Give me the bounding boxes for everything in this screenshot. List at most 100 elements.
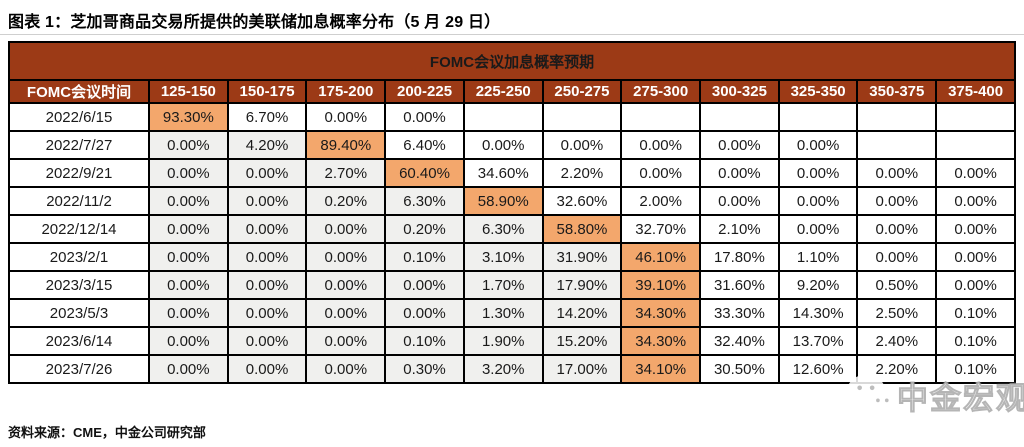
probability-cell: 33.30% bbox=[699, 298, 780, 328]
table-row: 2022/11/2 0.00% 0.00% 0.20% 6.30% 58.90% 32.60… bbox=[8, 186, 1016, 216]
probability-cell: 2.20% bbox=[856, 354, 938, 384]
probability-cell: 34.30% bbox=[620, 326, 702, 356]
probability-cell: 46.10% bbox=[620, 242, 702, 272]
probability-cell: 0.00% bbox=[699, 186, 780, 216]
probability-cell: 0.00% bbox=[148, 298, 229, 328]
probability-cell: 0.00% bbox=[226, 214, 308, 244]
probability-cell: 15.20% bbox=[541, 326, 623, 356]
meeting-date-cell: 2022/11/2 bbox=[8, 186, 150, 216]
probability-cell: 2.10% bbox=[699, 214, 780, 244]
probability-cell: 0.00% bbox=[620, 130, 702, 160]
probability-cell: 0.00% bbox=[935, 158, 1016, 188]
probability-cell: 2.40% bbox=[856, 326, 938, 356]
probability-cell: 34.30% bbox=[620, 298, 702, 328]
probability-cell bbox=[462, 102, 544, 132]
probability-cell: 6.30% bbox=[384, 186, 465, 216]
probability-cell: 60.40% bbox=[384, 158, 465, 188]
probability-cell: 0.00% bbox=[777, 158, 859, 188]
probability-cell: 1.30% bbox=[462, 298, 544, 328]
probability-cell: 17.80% bbox=[699, 242, 780, 272]
probability-cell: 58.80% bbox=[541, 214, 623, 244]
probability-cell: 31.60% bbox=[699, 270, 780, 300]
probability-cell: 0.00% bbox=[935, 270, 1016, 300]
probability-cell: 6.30% bbox=[462, 214, 544, 244]
probability-cell: 0.00% bbox=[305, 102, 387, 132]
probability-table-body: 2022/6/15 93.30% 6.70% 0.00% 0.00% 2022/7/27 0… bbox=[8, 102, 1016, 384]
probability-cell: 14.30% bbox=[777, 298, 859, 328]
probability-cell: 0.20% bbox=[384, 214, 465, 244]
probability-cell: 0.10% bbox=[384, 326, 465, 356]
probability-cell: 2.70% bbox=[305, 158, 387, 188]
meeting-date-cell: 2023/3/15 bbox=[8, 270, 150, 300]
probability-cell: 0.00% bbox=[305, 214, 387, 244]
probability-cell: 0.00% bbox=[935, 242, 1016, 272]
title-divider bbox=[0, 34, 1024, 35]
probability-cell: 1.70% bbox=[462, 270, 544, 300]
probability-cell: 2.00% bbox=[620, 186, 702, 216]
probability-cell: 32.60% bbox=[541, 186, 623, 216]
probability-cell: 0.00% bbox=[148, 270, 229, 300]
probability-cell: 0.00% bbox=[305, 354, 387, 384]
column-header-meeting-date: FOMC会议时间 bbox=[8, 79, 150, 104]
probability-cell: 0.00% bbox=[148, 242, 229, 272]
probability-cell bbox=[935, 130, 1016, 160]
column-header-rate-range: 175-200 bbox=[305, 79, 387, 104]
probability-cell: 34.10% bbox=[620, 354, 702, 384]
meeting-date-cell: 2022/7/27 bbox=[8, 130, 150, 160]
probability-cell: 0.00% bbox=[856, 214, 938, 244]
table-row: 2023/6/14 0.00% 0.00% 0.00% 0.10% 1.90% 15.20%… bbox=[8, 326, 1016, 356]
probability-cell: 0.00% bbox=[226, 242, 308, 272]
probability-cell: 1.10% bbox=[777, 242, 859, 272]
probability-cell: 0.00% bbox=[777, 186, 859, 216]
probability-cell: 0.00% bbox=[148, 354, 229, 384]
probability-cell: 0.00% bbox=[226, 354, 308, 384]
probability-cell: 0.10% bbox=[935, 298, 1016, 328]
probability-cell: 0.10% bbox=[384, 242, 465, 272]
probability-cell: 0.00% bbox=[305, 298, 387, 328]
probability-cell: 0.00% bbox=[148, 130, 229, 160]
probability-cell: 0.00% bbox=[305, 270, 387, 300]
fomc-probability-table: FOMC会议加息概率预期 FOMC会议时间 125-150 150-175 175-2… bbox=[8, 41, 1016, 384]
probability-cell: 0.00% bbox=[541, 130, 623, 160]
meeting-date-cell: 2022/12/14 bbox=[8, 214, 150, 244]
table-row: 2022/12/14 0.00% 0.00% 0.00% 0.20% 6.30% 58.80… bbox=[8, 214, 1016, 244]
column-header-rate-range: 250-275 bbox=[541, 79, 623, 104]
probability-cell: 0.00% bbox=[226, 298, 308, 328]
probability-cell: 0.00% bbox=[226, 270, 308, 300]
probability-cell: 58.90% bbox=[462, 186, 544, 216]
table-row: 2023/7/26 0.00% 0.00% 0.00% 0.30% 3.20% 17.00%… bbox=[8, 354, 1016, 384]
table-row: 2023/3/15 0.00% 0.00% 0.00% 0.00% 1.70% 17.90%… bbox=[8, 270, 1016, 300]
source-note: 资料来源：CME，中金公司研究部 bbox=[8, 425, 206, 440]
probability-cell: 14.20% bbox=[541, 298, 623, 328]
probability-cell: 0.00% bbox=[226, 186, 308, 216]
probability-cell: 0.00% bbox=[462, 130, 544, 160]
probability-cell: 0.00% bbox=[384, 270, 465, 300]
column-header-rate-range: 125-150 bbox=[148, 79, 229, 104]
probability-cell: 0.00% bbox=[856, 158, 938, 188]
band-row: FOMC会议加息概率预期 bbox=[8, 41, 1016, 81]
probability-cell: 0.30% bbox=[384, 354, 465, 384]
column-header-row: FOMC会议时间 125-150 150-175 175-200 200-225 225-… bbox=[8, 79, 1016, 104]
probability-cell: 0.00% bbox=[384, 102, 465, 132]
probability-cell: 0.00% bbox=[384, 298, 465, 328]
probability-cell: 0.20% bbox=[305, 186, 387, 216]
column-header-rate-range: 200-225 bbox=[384, 79, 465, 104]
probability-cell bbox=[856, 102, 938, 132]
probability-cell bbox=[620, 102, 702, 132]
probability-cell bbox=[541, 102, 623, 132]
probability-cell bbox=[856, 130, 938, 160]
probability-cell: 0.00% bbox=[148, 214, 229, 244]
meeting-date-cell: 2023/2/1 bbox=[8, 242, 150, 272]
probability-cell: 0.00% bbox=[777, 130, 859, 160]
table-row: 2022/6/15 93.30% 6.70% 0.00% 0.00% bbox=[8, 102, 1016, 132]
probability-cell: 0.00% bbox=[777, 214, 859, 244]
probability-cell: 34.60% bbox=[462, 158, 544, 188]
probability-cell: 0.00% bbox=[226, 158, 308, 188]
probability-cell: 0.00% bbox=[620, 158, 702, 188]
probability-cell: 89.40% bbox=[305, 130, 387, 160]
probability-cell: 3.20% bbox=[462, 354, 544, 384]
column-header-rate-range: 225-250 bbox=[462, 79, 544, 104]
probability-cell: 6.40% bbox=[384, 130, 465, 160]
probability-cell bbox=[777, 102, 859, 132]
